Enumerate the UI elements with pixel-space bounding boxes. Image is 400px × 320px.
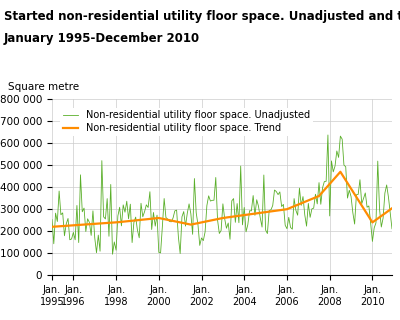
Non-residential utility floor space. Trend bbox=[263, 210, 268, 214]
Non-residential utility floor space. Trend bbox=[50, 225, 54, 229]
Text: Started non-residential utility floor space. Unadjusted and trend.: Started non-residential utility floor sp… bbox=[4, 10, 400, 23]
Non-residential utility floor space. Unadjusted bbox=[390, 227, 394, 231]
Non-residential utility floor space. Trend bbox=[190, 222, 195, 226]
Non-residential utility floor space. Unadjusted bbox=[110, 252, 115, 256]
Line: Non-residential utility floor space. Trend: Non-residential utility floor space. Tre… bbox=[52, 172, 392, 227]
Non-residential utility floor space. Trend bbox=[90, 222, 95, 226]
Non-residential utility floor space. Trend bbox=[338, 170, 343, 174]
Non-residential utility floor space. Trend bbox=[390, 206, 394, 210]
Non-residential utility floor space. Unadjusted bbox=[50, 218, 54, 221]
Non-residential utility floor space. Unadjusted bbox=[192, 177, 197, 180]
Text: January 1995-December 2010: January 1995-December 2010 bbox=[4, 32, 200, 45]
Non-residential utility floor space. Unadjusted bbox=[222, 217, 227, 220]
Non-residential utility floor space. Trend bbox=[244, 213, 248, 217]
Non-residential utility floor space. Unadjusted bbox=[265, 232, 270, 236]
Non-residential utility floor space. Unadjusted bbox=[90, 209, 95, 213]
Non-residential utility floor space. Unadjusted bbox=[188, 212, 193, 216]
Line: Non-residential utility floor space. Unadjusted: Non-residential utility floor space. Una… bbox=[52, 135, 392, 254]
Non-residential utility floor space. Unadjusted bbox=[246, 223, 250, 227]
Text: Square metre: Square metre bbox=[8, 82, 79, 92]
Non-residential utility floor space. Trend bbox=[220, 216, 225, 220]
Non-residential utility floor space. Trend bbox=[187, 222, 192, 226]
Non-residential utility floor space. Unadjusted bbox=[326, 133, 330, 137]
Legend: Non-residential utility floor space. Unadjusted, Non-residential utility floor s: Non-residential utility floor space. Una… bbox=[60, 108, 312, 136]
